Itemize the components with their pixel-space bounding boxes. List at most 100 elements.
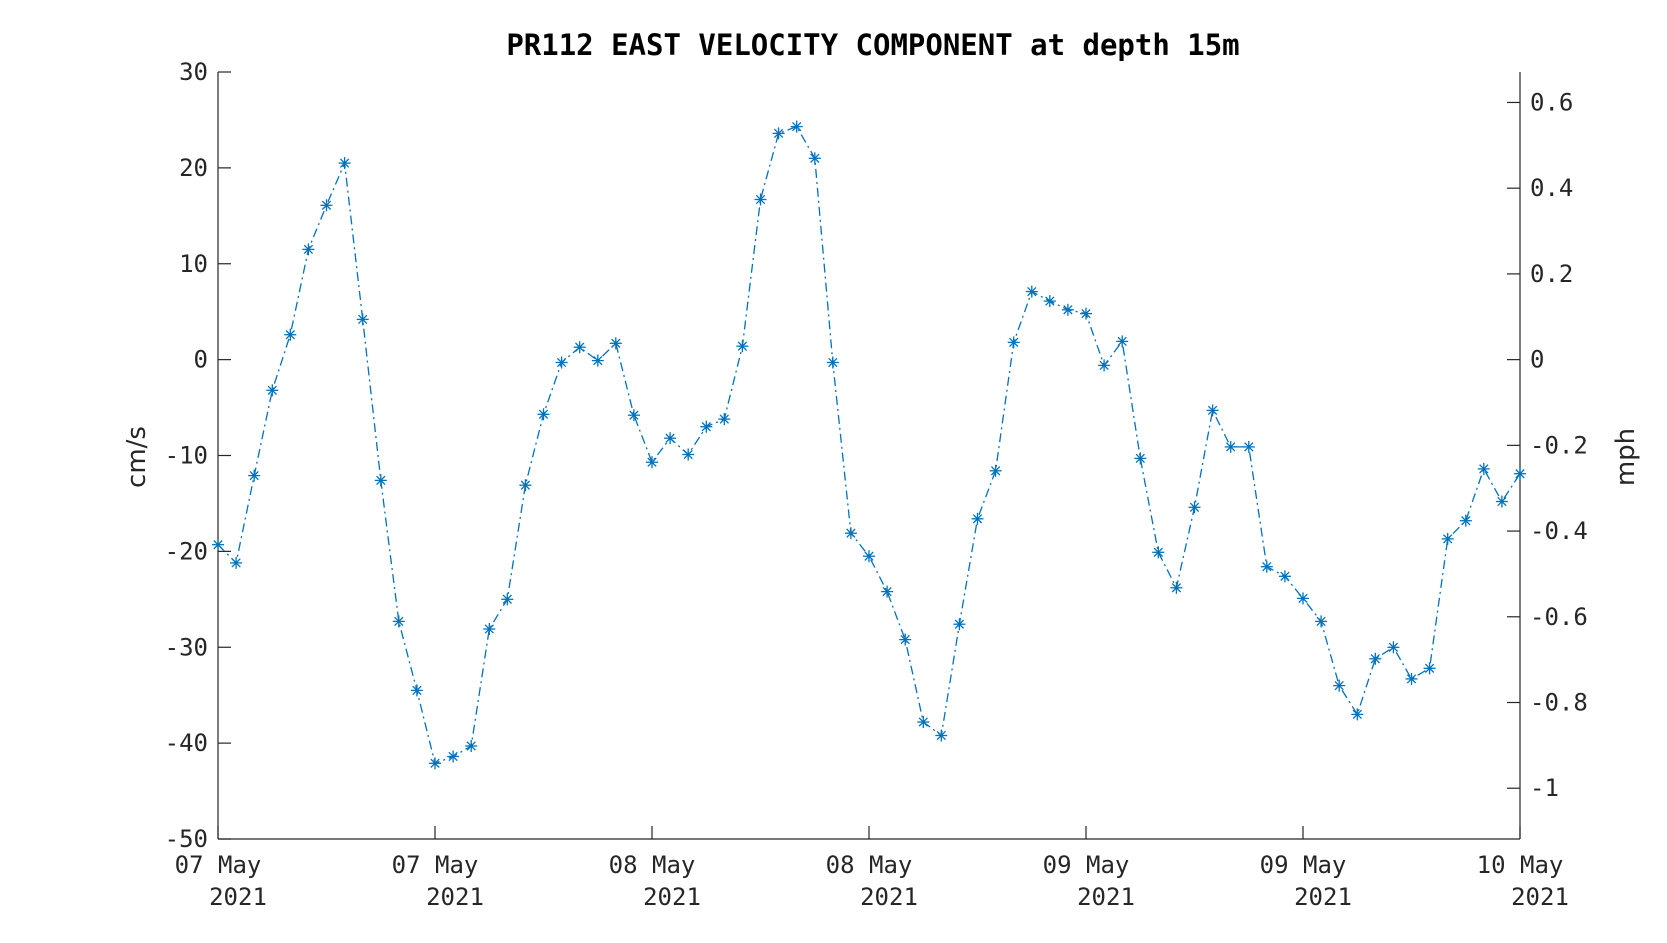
y-right-tick-label: -0.4 — [1530, 517, 1588, 545]
marker-stroke — [918, 717, 928, 727]
data-point-marker — [519, 479, 532, 492]
marker-stroke — [430, 758, 440, 768]
marker-stroke — [792, 121, 802, 132]
data-point-marker — [1134, 452, 1147, 465]
y-right-tick-label: 0 — [1530, 346, 1544, 374]
marker-stroke — [1479, 464, 1489, 474]
marker-stroke — [593, 355, 603, 366]
marker-stroke — [538, 409, 549, 419]
marker-stroke — [1370, 654, 1380, 664]
marker-stroke — [358, 314, 368, 325]
x-tick-label-date: 09 May — [1043, 851, 1130, 879]
data-point-marker — [284, 328, 297, 341]
marker-stroke — [611, 338, 621, 348]
marker-stroke — [339, 158, 350, 168]
data-point-marker — [555, 356, 568, 369]
marker-stroke — [484, 624, 494, 634]
data-point-marker — [700, 420, 713, 433]
data-point-marker — [1170, 581, 1183, 594]
marker-stroke — [213, 540, 223, 550]
data-point-marker — [989, 464, 1002, 477]
marker-stroke — [900, 634, 910, 645]
data-point-marker — [537, 408, 550, 421]
marker-stroke — [466, 741, 476, 751]
data-point-marker — [1242, 440, 1255, 453]
marker-stroke — [1352, 709, 1362, 720]
data-point-marker — [754, 193, 767, 206]
data-point-marker — [483, 623, 496, 635]
marker-stroke — [1063, 305, 1073, 315]
data-point-marker — [1043, 295, 1056, 308]
data-point-marker — [935, 729, 948, 742]
marker-stroke — [1117, 336, 1127, 347]
marker-stroke — [828, 357, 838, 368]
marker-stroke — [719, 414, 729, 424]
data-point-marker — [682, 448, 695, 461]
x-tick-label-year: 2021 — [1294, 883, 1352, 911]
y-tick-label: -20 — [165, 537, 208, 565]
y-right-tick-label: -1 — [1530, 774, 1559, 802]
data-point-marker — [1007, 336, 1020, 349]
marker-stroke — [1280, 571, 1290, 581]
marker-stroke — [1226, 442, 1236, 452]
marker-stroke — [321, 200, 332, 210]
marker-stroke — [773, 128, 784, 139]
marker-stroke — [1406, 674, 1417, 684]
marker-stroke — [394, 616, 404, 627]
marker-stroke — [629, 410, 639, 420]
data-point-marker — [1224, 440, 1237, 453]
series-group — [212, 120, 1526, 770]
marker-stroke — [990, 466, 1001, 476]
y-right-tick-label: 0.4 — [1530, 174, 1573, 202]
x-tick-label-date: 07 May — [175, 851, 262, 879]
marker-stroke — [1045, 296, 1055, 306]
data-point-marker — [953, 618, 966, 631]
marker-stroke — [936, 730, 946, 741]
data-point-marker — [1152, 546, 1165, 559]
data-point-marker — [320, 199, 333, 212]
data-point-marker — [826, 356, 839, 369]
data-point-marker — [1459, 514, 1472, 527]
marker-stroke — [755, 194, 766, 205]
marker-stroke — [701, 422, 711, 432]
marker-stroke — [665, 433, 675, 443]
marker-stroke — [448, 751, 458, 762]
marker-stroke — [1244, 442, 1254, 452]
data-point-marker — [1423, 662, 1436, 675]
y-tick-label: -30 — [165, 633, 208, 661]
y-tick-label: -50 — [165, 825, 208, 853]
marker-stroke — [1099, 360, 1109, 371]
marker-stroke — [285, 330, 295, 340]
marker-stroke — [249, 470, 259, 481]
data-point-marker — [447, 750, 460, 763]
x-tick-label-date: 09 May — [1260, 851, 1347, 879]
data-point-marker — [609, 337, 622, 350]
marker-stroke — [1027, 286, 1037, 297]
x-tick-label-date: 08 May — [826, 851, 913, 879]
marker-stroke — [520, 480, 531, 490]
x-tick-label-year: 2021 — [1077, 883, 1135, 911]
y-axis-right-label: mph — [1611, 428, 1641, 486]
data-point-marker — [1025, 285, 1038, 298]
data-point-marker — [899, 633, 912, 646]
data-point-marker — [917, 716, 930, 728]
marker-stroke — [1298, 593, 1308, 604]
data-point-marker — [772, 127, 785, 140]
data-point-marker — [338, 157, 351, 170]
marker-stroke — [647, 457, 657, 467]
marker-stroke — [1388, 642, 1399, 652]
data-point-marker — [1061, 303, 1074, 316]
data-point-marker — [1477, 462, 1490, 475]
y-axis-label: cm/s — [122, 426, 152, 488]
data-point-marker — [971, 512, 984, 525]
y-right-tick-label: -0.6 — [1530, 603, 1588, 631]
data-point-marker — [1369, 652, 1382, 665]
data-point-marker — [230, 556, 243, 569]
data-point-marker — [1116, 335, 1129, 348]
marker-stroke — [303, 244, 314, 255]
data-point-marker — [1278, 570, 1291, 583]
chart-title: PR112 EAST VELOCITY COMPONENT at depth 1… — [506, 28, 1239, 62]
data-point-marker — [808, 152, 821, 165]
marker-stroke — [846, 528, 856, 538]
x-tick-label-year: 2021 — [860, 883, 918, 911]
